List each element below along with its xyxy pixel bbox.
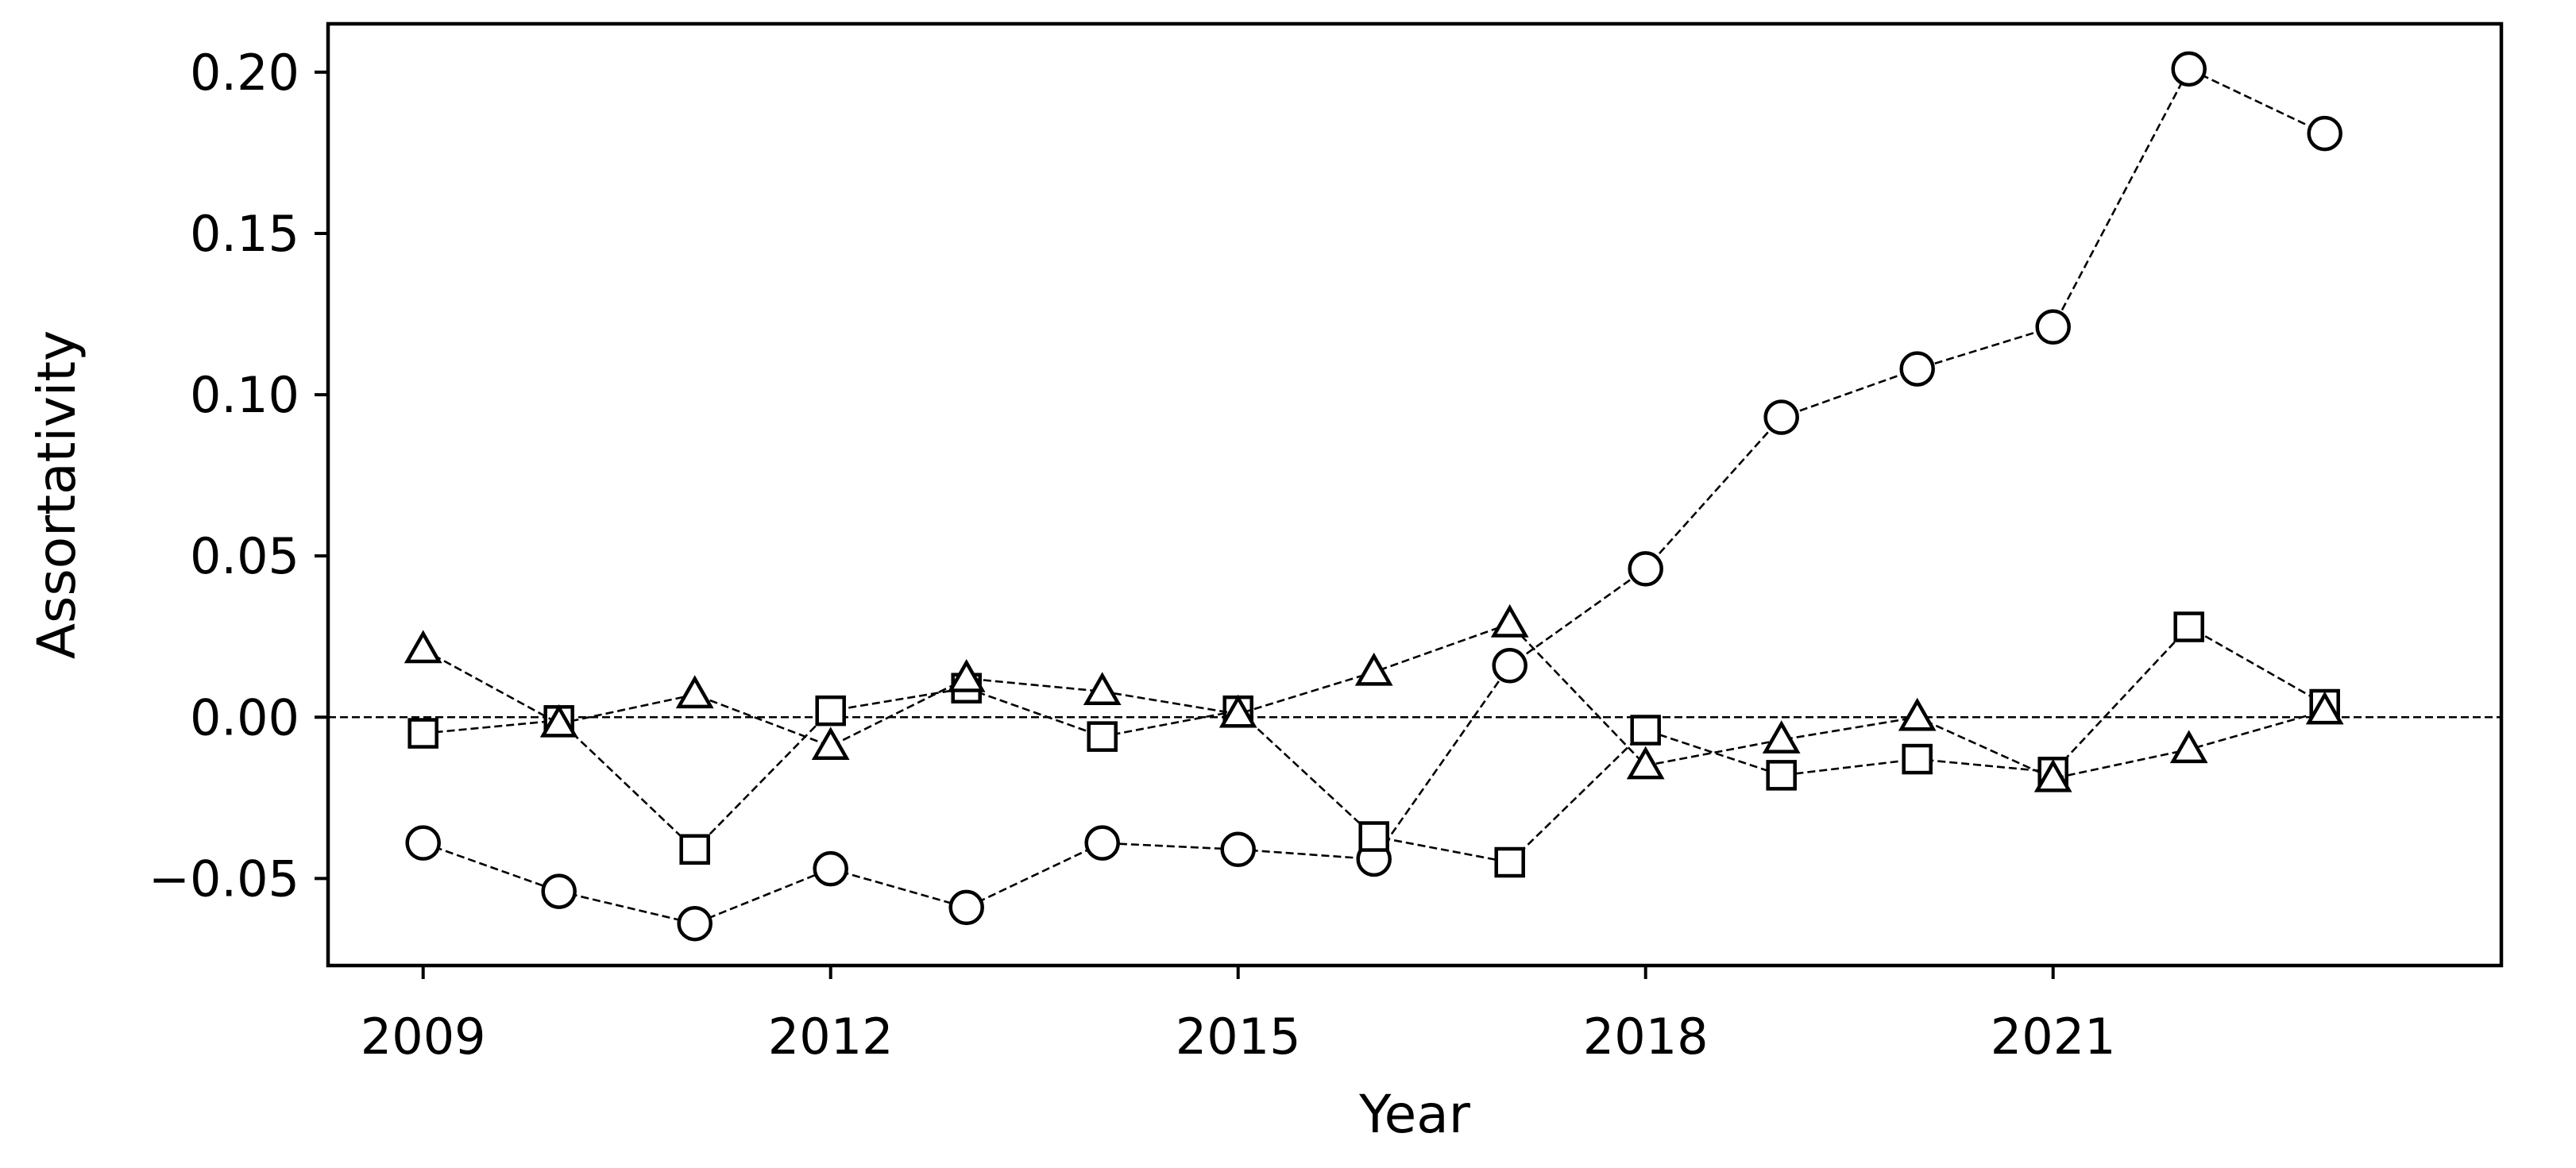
y-tick-label: −0.05	[149, 850, 299, 908]
circle-marker	[1220, 831, 1256, 868]
x-tick-label: 2012	[768, 1008, 894, 1066]
y-tick-label: 0.15	[190, 205, 299, 263]
triangle-marker	[1083, 672, 1122, 706]
square-marker	[407, 718, 438, 749]
circle-marker	[2307, 115, 2342, 152]
square-marker	[1494, 846, 1525, 878]
y-tick-label: 0.10	[190, 366, 299, 424]
triangle-marker	[1762, 720, 1801, 754]
x-tick-label: 2018	[1583, 1008, 1709, 1066]
square-marker	[679, 834, 710, 865]
circle-marker	[1763, 399, 1799, 435]
circle-marker	[405, 825, 441, 861]
x-axis: 2009 2012 2015 2018 2021	[361, 966, 2116, 1066]
triangle-marker	[539, 703, 578, 738]
circle-marker	[948, 889, 984, 926]
triangle-marker	[404, 630, 442, 664]
square-marker	[1902, 743, 1933, 775]
y-tick-label: 0.20	[190, 44, 299, 102]
triangle-marker	[1354, 652, 1393, 686]
y-tick-label: 0.05	[190, 527, 299, 585]
square-marker	[815, 695, 846, 727]
circle-marker	[2171, 51, 2207, 87]
circle-marker	[1084, 825, 1120, 861]
triangle-marker	[2305, 691, 2344, 725]
x-tick-label: 2021	[1991, 1008, 2116, 1066]
circle-marker	[541, 873, 577, 909]
square-marker	[2173, 611, 2204, 642]
triangle-marker	[2033, 758, 2072, 792]
triangle-marker	[811, 727, 850, 761]
circle-marker	[2035, 309, 2071, 345]
series-circle	[405, 51, 2342, 942]
x-tick-label: 2009	[361, 1008, 486, 1066]
triangle-marker	[2169, 730, 2208, 764]
triangle-marker	[1898, 697, 1937, 731]
triangle-marker	[947, 658, 986, 692]
plot-frame	[326, 21, 2504, 968]
series-triangle	[404, 603, 2344, 792]
circle-marker	[1492, 648, 1527, 684]
circle-marker	[1899, 351, 1935, 387]
square-marker	[1630, 715, 1661, 746]
circle-marker	[677, 905, 713, 942]
square-marker	[1766, 760, 1797, 791]
triangle-marker	[1626, 746, 1665, 780]
triangle-marker	[675, 675, 714, 709]
triangle-marker	[1218, 694, 1257, 728]
circle-marker	[813, 850, 848, 887]
y-axis-label: Assortativity	[26, 330, 87, 659]
y-axis: −0.05 0.00 0.05 0.10 0.15 0.20	[149, 44, 328, 908]
square-marker	[1087, 721, 1118, 752]
circle-marker	[1628, 551, 1663, 587]
y-tick-label: 0.00	[190, 688, 299, 746]
x-axis-label: Year	[1358, 1084, 1471, 1145]
square-marker	[1358, 821, 1389, 852]
series-layer	[404, 51, 2344, 942]
triangle-marker	[1490, 603, 1529, 638]
x-tick-label: 2015	[1176, 1008, 1301, 1066]
